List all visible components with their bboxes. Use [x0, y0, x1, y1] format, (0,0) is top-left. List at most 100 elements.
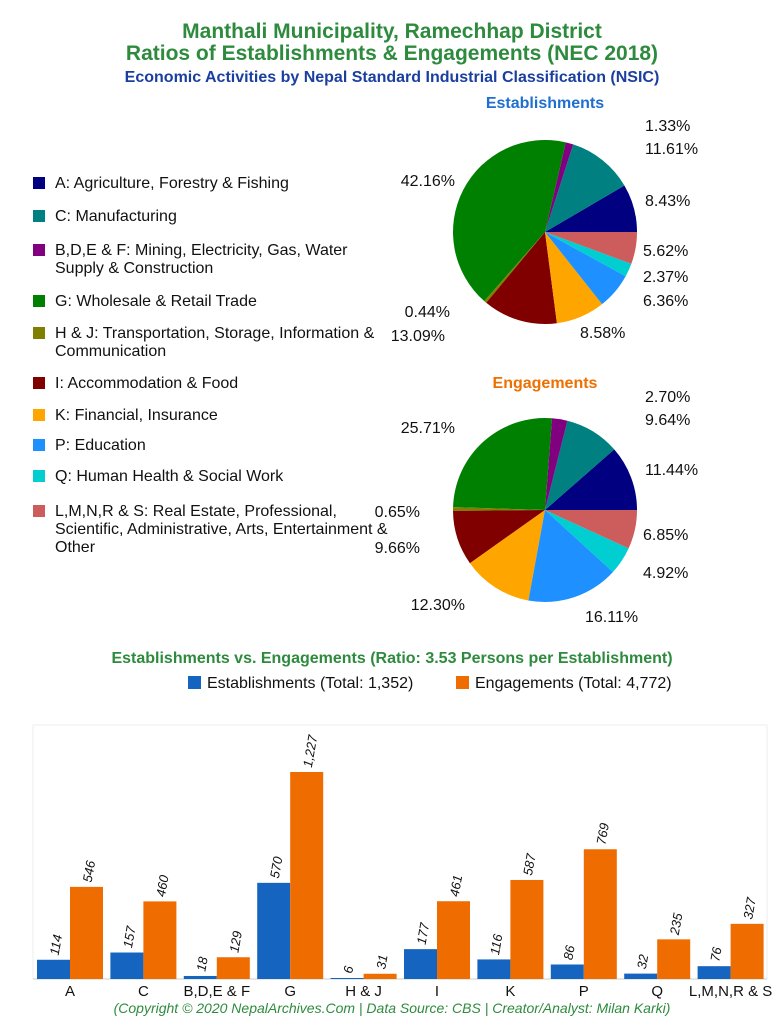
bar-value-label: 6: [340, 964, 356, 974]
pie-slice: [486, 232, 557, 324]
bar-chart-title: Establishments vs. Engagements (Ratio: 3…: [111, 650, 673, 667]
pie-label: 6.85%: [643, 527, 688, 544]
pie-label: 11.61%: [645, 141, 698, 158]
bar-value-label: 769: [593, 822, 612, 846]
copyright: (Copyright © 2020 NepalArchives.Com | Da…: [113, 1000, 671, 1016]
pie-label: 0.44%: [405, 304, 450, 321]
legend-label: H & J: Transportation, Storage, Informat…: [55, 325, 375, 360]
bar-value-label: 129: [226, 930, 245, 954]
bar-engagements: [290, 772, 324, 979]
bar-value-label: 327: [740, 896, 759, 921]
bar-engagements: [730, 923, 764, 979]
bar-value-label: 157: [120, 924, 139, 949]
legend-swatch: [33, 439, 45, 451]
pie-slice: [545, 420, 615, 510]
bar-value-label: 18: [193, 955, 210, 973]
legend-swatch: [188, 676, 201, 689]
pie-label: 1.33%: [645, 118, 690, 135]
bar-value-label: 32: [634, 953, 651, 971]
x-tick-label: C: [138, 983, 149, 1000]
pie-slice: [545, 185, 637, 232]
legend-swatch: [33, 470, 45, 482]
pie-title: Engagements: [493, 375, 598, 392]
bar-value-label: 235: [667, 911, 686, 937]
bar-engagements: [510, 879, 544, 979]
legend-label: Establishments (Total: 1,352): [207, 675, 414, 692]
pie-slice: [452, 140, 566, 302]
legend-swatch: [33, 295, 45, 307]
bar-value-label: 31: [373, 953, 390, 970]
bar-engagements: [657, 939, 691, 979]
bar-value-label: 86: [560, 943, 577, 961]
bar-value-label: 1,227: [300, 733, 321, 768]
legend-label: P: Education: [55, 437, 146, 454]
pie-label: 42.16%: [401, 173, 455, 190]
pie-slice: [545, 449, 637, 510]
legend-swatch: [456, 676, 469, 689]
x-tick-label: P: [579, 983, 589, 1000]
bar-establishments: [110, 952, 144, 979]
legend-swatch: [33, 327, 45, 339]
legend-label: K: Financial, Insurance: [55, 407, 218, 424]
legend-swatch: [33, 244, 45, 256]
bar-value-label: 546: [80, 859, 99, 884]
pie-title: Establishments: [486, 95, 604, 112]
legend-swatch: [33, 505, 45, 517]
legend-label: I: Accommodation & Food: [55, 375, 239, 392]
x-tick-label: G: [284, 983, 296, 1000]
bar-establishments: [477, 959, 511, 979]
bar-value-label: 76: [707, 945, 724, 963]
legend-label: Q: Human Health & Social Work: [55, 468, 284, 485]
bar-value-label: 114: [47, 933, 65, 956]
legend-swatch: [33, 377, 45, 389]
x-tick-label: A: [65, 983, 75, 1000]
title-line-1: Manthali Municipality, Ramechhap Distric…: [182, 20, 602, 43]
x-tick-label: I: [435, 983, 439, 1000]
pie-slice: [484, 232, 545, 303]
x-tick-label: H & J: [345, 983, 382, 1000]
bar-value-label: 177: [414, 921, 433, 946]
x-tick-label: L,M,N,R & S: [689, 983, 772, 1000]
bar-establishments: [257, 882, 291, 979]
pie-label: 0.65%: [375, 504, 420, 521]
bar-establishments: [550, 964, 584, 979]
pie-label: 8.58%: [580, 325, 625, 342]
bar-establishments: [624, 973, 658, 979]
legend-label: B,D,E & F: Mining, Electricity, Gas, Wat…: [55, 242, 348, 277]
bar-engagements: [70, 886, 103, 979]
pie-label: 6.36%: [643, 293, 688, 310]
pie-label: 5.62%: [643, 243, 688, 260]
bar-value-label: 587: [520, 852, 539, 877]
bar-engagements: [437, 901, 470, 979]
legend-label: C: Manufacturing: [55, 208, 177, 225]
pie-slice: [528, 510, 613, 602]
x-tick-label: B,D,E & F: [183, 983, 250, 1000]
bar-engagements: [583, 849, 617, 979]
x-tick-label: K: [505, 983, 515, 1000]
bar-establishments: [183, 975, 217, 979]
legend-swatch: [33, 210, 45, 222]
pie-label: 25.71%: [401, 420, 455, 437]
legend-swatch: [33, 409, 45, 421]
pie-slice: [545, 144, 625, 232]
subtitle: Economic Activities by Nepal Standard In…: [124, 69, 660, 86]
bar-value-label: 460: [153, 873, 172, 898]
pie-slice: [453, 507, 545, 511]
pie-slice: [545, 232, 626, 305]
pie-label: 4.92%: [643, 565, 688, 582]
legend-swatch: [33, 177, 45, 189]
pie-slice: [545, 232, 603, 324]
pie-slice: [453, 510, 545, 564]
pie-label: 11.44%: [645, 462, 698, 479]
bar-establishments: [37, 959, 70, 979]
pie-label: 9.64%: [645, 412, 690, 429]
bar-establishments: [697, 966, 731, 979]
bar-value-label: 461: [447, 874, 466, 898]
pie-label: 16.11%: [585, 609, 638, 626]
plot-area: [32, 724, 768, 980]
bar-value-label: 116: [487, 932, 506, 956]
bar-legend-establishments: Establishments (Total: 1,352): [188, 675, 413, 693]
pie-label: 12.30%: [411, 597, 465, 614]
bar-legend-engagements: Engagements (Total: 4,772): [456, 675, 672, 693]
